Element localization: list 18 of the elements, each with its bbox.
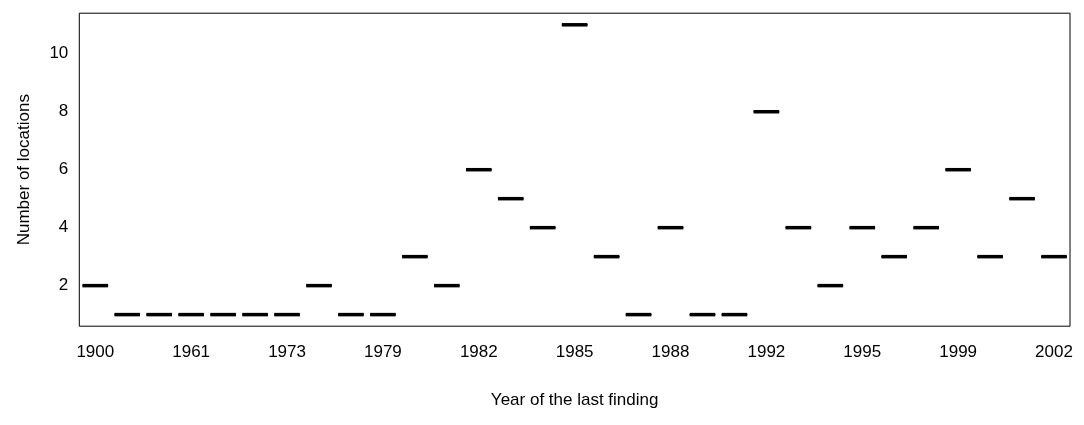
y-tick-label: 2 xyxy=(58,275,69,295)
y-axis-title: Number of locations xyxy=(13,94,33,246)
x-tick-label: 1900 xyxy=(76,342,115,362)
y-tick-label: 6 xyxy=(58,159,69,179)
x-tick-label: 1979 xyxy=(363,342,402,362)
x-tick-label: 1988 xyxy=(651,342,690,362)
x-tick-label: 1985 xyxy=(555,342,594,362)
y-tick-label: 4 xyxy=(58,217,69,237)
x-tick-label: 1982 xyxy=(459,342,498,362)
x-tick-label: 1992 xyxy=(747,342,786,362)
y-tick-label: 8 xyxy=(58,101,69,121)
x-tick-label: 1995 xyxy=(843,342,882,362)
y-tick-label: 10 xyxy=(49,43,69,63)
x-tick-label: 2002 xyxy=(1035,342,1073,362)
x-axis-title: Year of the last finding xyxy=(490,390,659,410)
x-tick-label: 1973 xyxy=(268,342,306,362)
x-tick-label: 1961 xyxy=(172,342,211,362)
x-tick-label: 1999 xyxy=(939,342,978,362)
